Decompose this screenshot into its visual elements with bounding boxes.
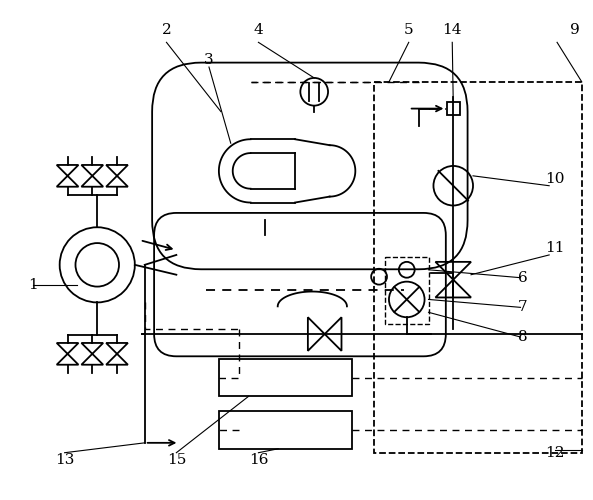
Text: 11: 11 <box>546 241 565 255</box>
Text: 3: 3 <box>204 53 214 67</box>
Text: 7: 7 <box>518 300 527 314</box>
Text: 9: 9 <box>570 24 580 38</box>
Text: 14: 14 <box>442 24 462 38</box>
Text: 1: 1 <box>28 278 38 291</box>
Bar <box>385 257 429 324</box>
Bar <box>374 82 582 452</box>
Text: 4: 4 <box>254 24 263 38</box>
Text: 5: 5 <box>404 24 413 38</box>
Text: 12: 12 <box>546 446 565 460</box>
Text: 10: 10 <box>546 172 565 186</box>
Text: 8: 8 <box>518 330 527 344</box>
Bar <box>219 359 352 397</box>
Bar <box>219 411 352 449</box>
Bar <box>447 102 460 115</box>
Text: 13: 13 <box>55 452 74 466</box>
Text: 6: 6 <box>518 270 527 284</box>
Text: 2: 2 <box>161 24 171 38</box>
Text: 16: 16 <box>248 452 268 466</box>
Text: 15: 15 <box>167 452 186 466</box>
